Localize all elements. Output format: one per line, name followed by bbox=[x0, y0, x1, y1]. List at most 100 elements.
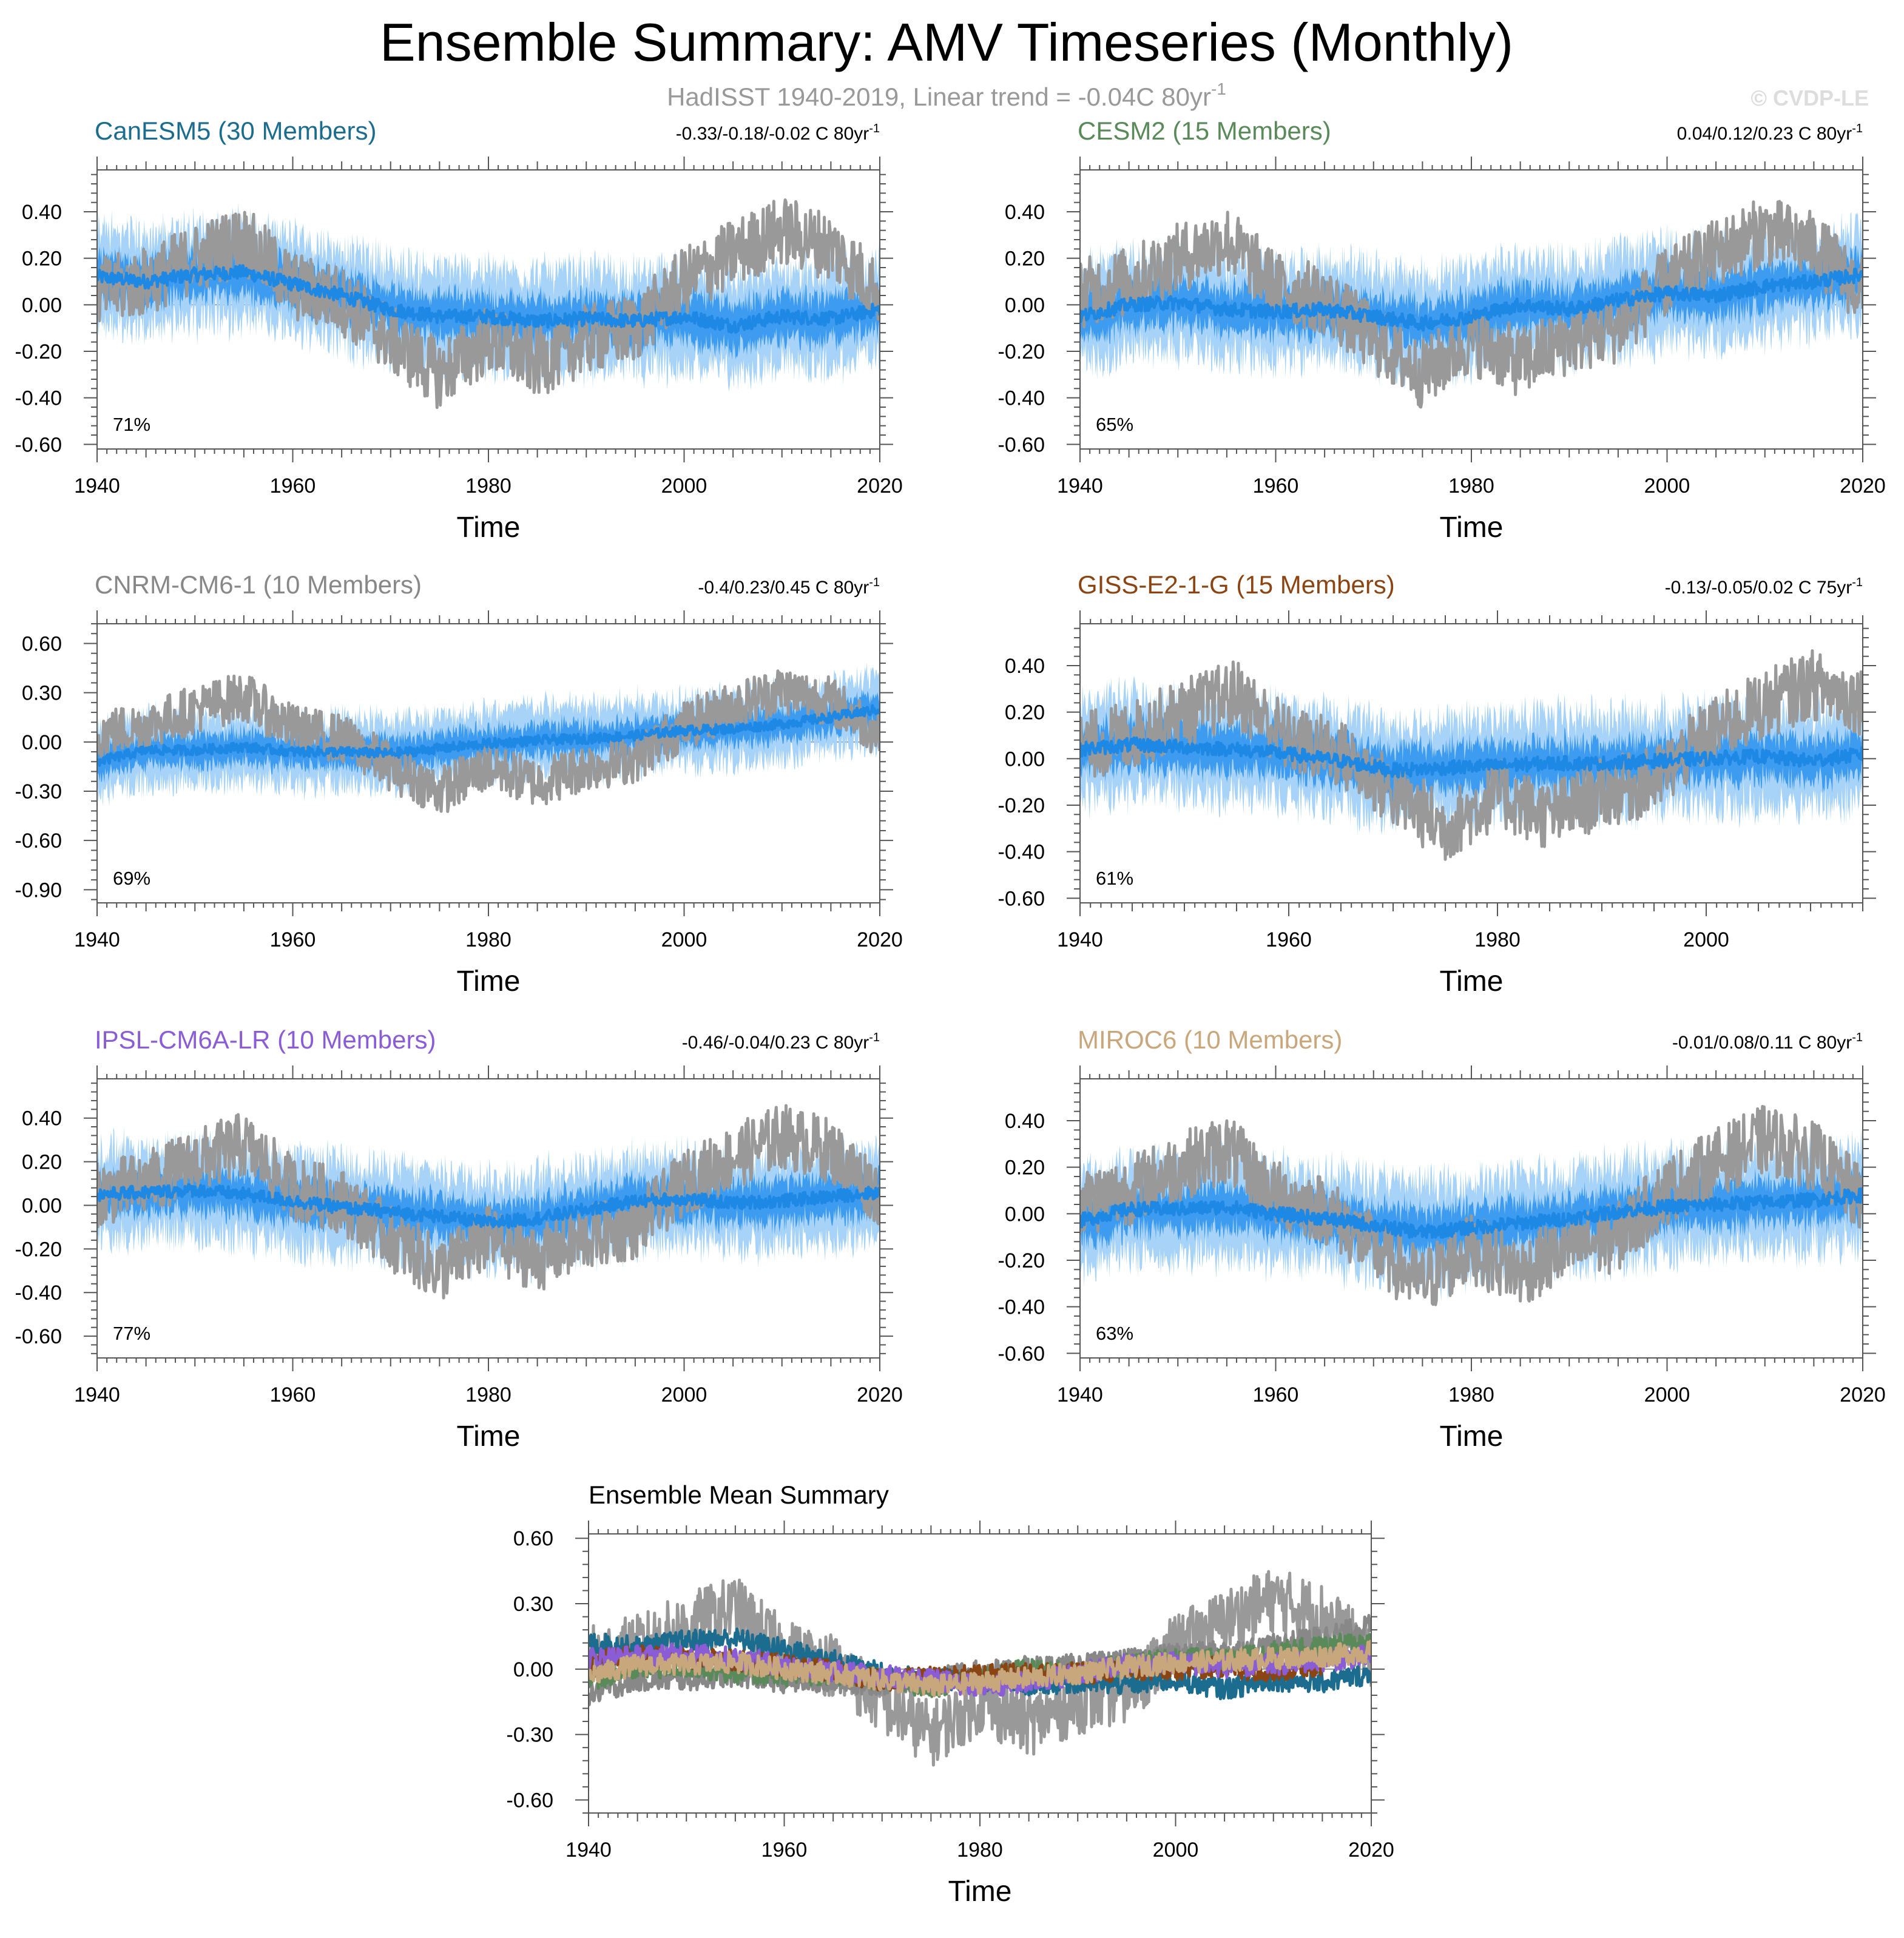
x-tick-label: 2000 bbox=[661, 1383, 707, 1406]
percent-label: 61% bbox=[1096, 868, 1133, 889]
trend-label: -0.13/-0.05/0.02 C 75yr-1 bbox=[1665, 576, 1863, 598]
panel-giss-e2-1-g-15-members: GISS-E2-1-G (15 Members) -0.13/-0.05/0.02… bbox=[998, 570, 1876, 998]
y-tick-label: -0.20 bbox=[15, 1238, 62, 1261]
y-tick-label: 0.20 bbox=[22, 248, 62, 271]
x-axis-title: Time bbox=[457, 965, 521, 998]
cvdp-watermark: © CVDP-LE bbox=[1750, 86, 1869, 110]
x-tick-label: 1980 bbox=[465, 474, 511, 498]
trend-text: -0.01/0.08/0.11 C 80yr bbox=[1672, 1033, 1852, 1053]
hadisst-observation-line bbox=[1080, 1105, 1863, 1306]
panel-ensemble-mean-summary: Ensemble Mean Summary 1940 1960 1980 2000 202… bbox=[507, 1481, 1394, 1908]
panels: CanESM5 (30 Members) -0.33/-0.18/-0.02 C … bbox=[15, 116, 1886, 1908]
y-tick-label: -0.60 bbox=[15, 829, 62, 853]
ensemble-spread-inner bbox=[1080, 241, 1863, 358]
panel-title: CESM2 (15 Members) bbox=[1078, 116, 1331, 145]
panel-cesm2-15-members: CESM2 (15 Members) 0.04/0.12/0.23 C 80yr-… bbox=[998, 116, 1886, 544]
x-tick-label: 1980 bbox=[465, 928, 511, 951]
y-tick-label: -0.30 bbox=[507, 1724, 554, 1747]
ensemble-mean-line bbox=[1080, 1187, 1863, 1239]
y-tick-label: 0.00 bbox=[1005, 1203, 1045, 1226]
y-tick-label: 0.60 bbox=[513, 1527, 553, 1550]
x-axis-title: Time bbox=[1440, 1420, 1504, 1453]
x-tick-label: 1960 bbox=[270, 928, 316, 951]
percent-label: 63% bbox=[1096, 1323, 1133, 1344]
ensemble-mean-line bbox=[97, 704, 880, 767]
trend-superscript: -1 bbox=[869, 576, 880, 589]
y-tick-label: -0.60 bbox=[998, 887, 1045, 910]
trend-text: -0.4/0.23/0.45 C 80yr bbox=[698, 578, 869, 598]
percent-label: 71% bbox=[113, 414, 150, 435]
hadisst-observation-line bbox=[1080, 649, 1863, 861]
percent-label: 77% bbox=[113, 1323, 150, 1344]
subtitle-text: HadISST 1940-2019, Linear trend = -0.04C… bbox=[667, 83, 1211, 111]
y-tick-label: -0.60 bbox=[998, 1342, 1045, 1365]
figure-title: Ensemble Summary: AMV Timeseries (Monthl… bbox=[380, 12, 1513, 72]
trend-superscript: -1 bbox=[1852, 1031, 1863, 1044]
x-tick-label: 1960 bbox=[761, 1838, 808, 1862]
ensemble-mean-line bbox=[1080, 268, 1863, 332]
y-tick-label: 0.40 bbox=[1005, 1110, 1045, 1133]
x-tick-label: 1940 bbox=[1057, 928, 1103, 951]
y-tick-label: 0.00 bbox=[22, 294, 62, 317]
x-axis-title: Time bbox=[457, 1420, 521, 1453]
x-tick-label: 1980 bbox=[1448, 1383, 1494, 1406]
panel-miroc6-10-members: MIROC6 (10 Members) -0.01/0.08/0.11 C 80y… bbox=[998, 1025, 1886, 1453]
x-tick-label: 1940 bbox=[74, 474, 120, 498]
x-tick-label: 1940 bbox=[74, 1383, 120, 1406]
x-tick-label: 1940 bbox=[565, 1838, 612, 1862]
y-tick-label: -0.60 bbox=[15, 433, 62, 456]
panel-title: CanESM5 (30 Members) bbox=[95, 116, 376, 145]
trend-text: -0.33/-0.18/-0.02 C 80yr bbox=[676, 124, 869, 144]
y-tick-label: 0.60 bbox=[22, 632, 62, 655]
trend-text: -0.13/-0.05/0.02 C 75yr bbox=[1665, 578, 1852, 598]
trend-superscript: -1 bbox=[1852, 576, 1863, 589]
x-tick-label: 1960 bbox=[1266, 928, 1312, 951]
y-tick-label: 0.40 bbox=[22, 201, 62, 224]
y-tick-label: 0.40 bbox=[22, 1107, 62, 1130]
trend-superscript: -1 bbox=[1852, 122, 1863, 135]
x-tick-label: 1980 bbox=[957, 1838, 1003, 1862]
ensemble-mean-line bbox=[97, 1183, 880, 1229]
plot-area bbox=[97, 1104, 880, 1300]
y-tick-label: -0.60 bbox=[15, 1325, 62, 1348]
x-tick-label: 2000 bbox=[661, 474, 707, 498]
panel-canesm5-30-members: CanESM5 (30 Members) -0.33/-0.18/-0.02 C … bbox=[15, 116, 903, 544]
y-tick-label: 0.30 bbox=[22, 682, 62, 705]
trend-label: -0.46/-0.04/0.23 C 80yr-1 bbox=[682, 1031, 880, 1053]
ensemble-spread-outer bbox=[97, 202, 880, 391]
y-tick-label: -0.40 bbox=[15, 1281, 62, 1305]
y-tick-label: -0.20 bbox=[998, 1249, 1045, 1272]
x-axis-title: Time bbox=[948, 1876, 1012, 1908]
x-axis-title: Time bbox=[457, 512, 521, 544]
plot-area bbox=[97, 198, 880, 410]
y-tick-label: 0.30 bbox=[513, 1593, 553, 1616]
panel-title: Ensemble Mean Summary bbox=[589, 1481, 889, 1509]
percent-label: 65% bbox=[1096, 414, 1133, 435]
plot-frame bbox=[1079, 623, 1863, 903]
ensemble-mean-line bbox=[1080, 736, 1863, 779]
ensemble-spread-inner bbox=[97, 689, 880, 783]
panel-title: GISS-E2-1-G (15 Members) bbox=[1078, 570, 1395, 599]
plot-area bbox=[97, 662, 880, 813]
y-tick-label: 0.00 bbox=[513, 1658, 553, 1681]
x-tick-label: 2020 bbox=[1840, 474, 1886, 498]
x-axis-title: Time bbox=[1440, 512, 1504, 544]
trend-superscript: -1 bbox=[869, 122, 880, 135]
x-tick-label: 2020 bbox=[857, 474, 903, 498]
x-tick-label: 1940 bbox=[1057, 1383, 1103, 1406]
x-tick-label: 1940 bbox=[1057, 474, 1103, 498]
y-tick-label: 0.40 bbox=[1005, 201, 1045, 224]
x-tick-label: 2000 bbox=[1153, 1838, 1199, 1862]
y-tick-label: -0.40 bbox=[998, 387, 1045, 410]
y-tick-label: 0.20 bbox=[1005, 248, 1045, 271]
panel-title: MIROC6 (10 Members) bbox=[1078, 1025, 1342, 1054]
y-tick-label: -0.60 bbox=[507, 1789, 554, 1812]
y-tick-label: 0.00 bbox=[22, 1194, 62, 1217]
trend-label: -0.4/0.23/0.45 C 80yr-1 bbox=[698, 576, 880, 598]
hadisst-observation-line bbox=[1080, 200, 1863, 409]
y-tick-label: -0.20 bbox=[998, 340, 1045, 363]
y-tick-label: -0.90 bbox=[15, 879, 62, 902]
x-tick-label: 1980 bbox=[465, 1383, 511, 1406]
x-tick-label: 2020 bbox=[857, 1383, 903, 1406]
